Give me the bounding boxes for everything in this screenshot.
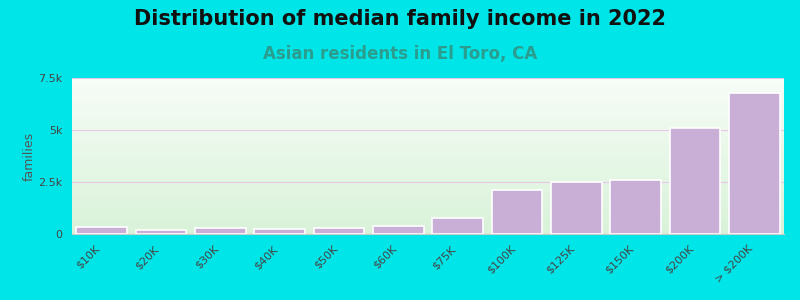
Bar <box>670 128 720 234</box>
Bar <box>551 182 602 234</box>
Bar <box>254 229 305 234</box>
Bar <box>195 228 246 234</box>
Bar <box>136 230 186 234</box>
Text: Asian residents in El Toro, CA: Asian residents in El Toro, CA <box>263 45 537 63</box>
Text: Distribution of median family income in 2022: Distribution of median family income in … <box>134 9 666 29</box>
Bar <box>492 190 542 234</box>
Bar <box>433 218 483 234</box>
Bar <box>373 226 423 234</box>
Bar <box>77 227 127 234</box>
Bar <box>314 228 364 234</box>
Y-axis label: families: families <box>22 131 35 181</box>
Bar <box>729 93 779 234</box>
Bar <box>610 180 661 234</box>
